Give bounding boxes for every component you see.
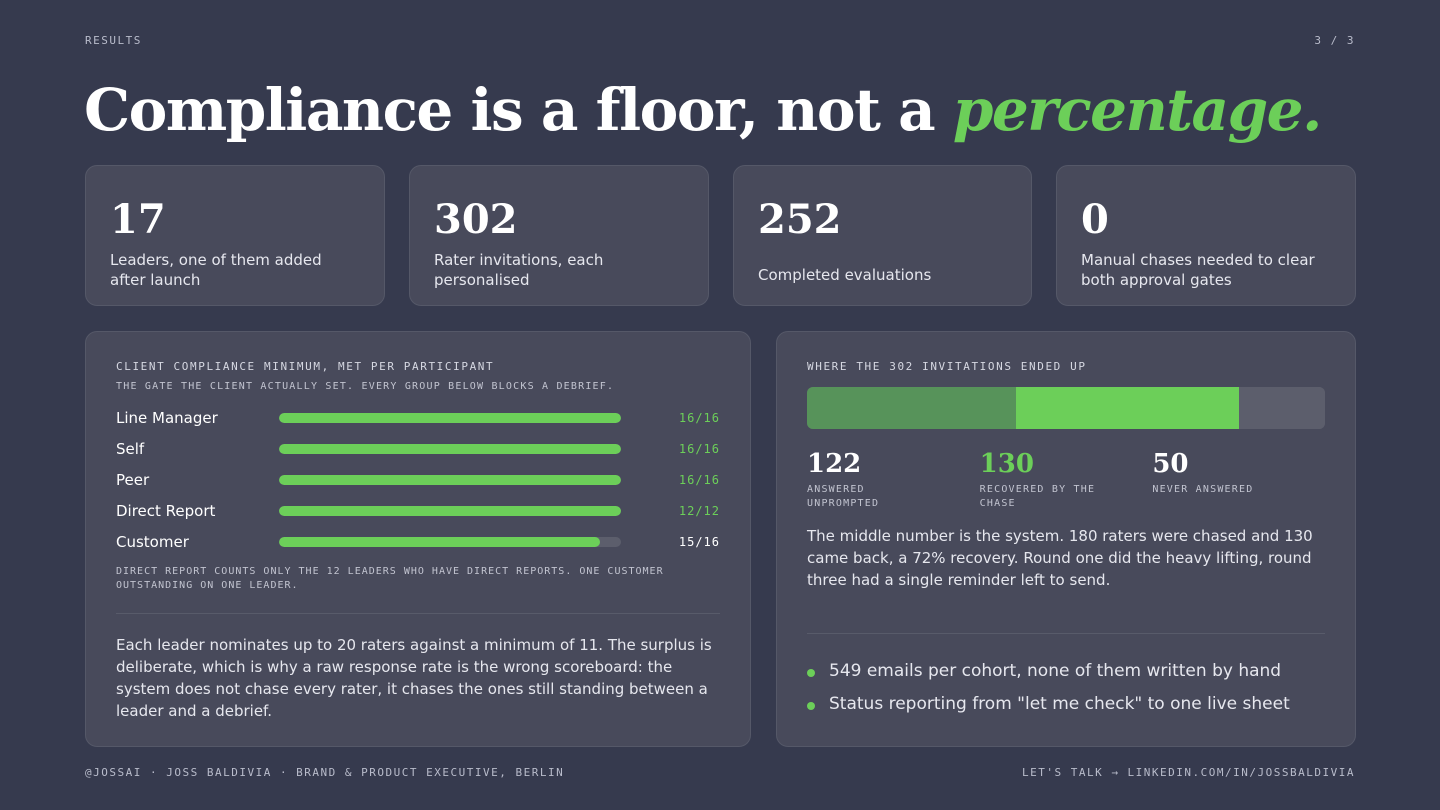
- compliance-row: Peer 16/16: [116, 464, 720, 495]
- segment-label: NEVER ANSWERED: [1152, 484, 1254, 495]
- compliance-row: Customer 15/16: [116, 526, 720, 557]
- segment-answered-bar: [807, 387, 1017, 429]
- invitations-paragraph: The middle number is the system. 180 rat…: [807, 527, 1313, 589]
- progress-fill: [279, 536, 600, 547]
- segment-value: 130: [979, 449, 1034, 479]
- compliance-title: CLIENT COMPLIANCE MINIMUM, MET PER PARTI…: [116, 360, 495, 373]
- bullet-dot-icon: [807, 701, 815, 710]
- segment-label: ANSWERED UNPROMPTED: [807, 484, 880, 509]
- row-value: 16/16: [678, 410, 720, 425]
- progress-track: [279, 536, 621, 547]
- progress-fill: [279, 505, 621, 516]
- row-value: 16/16: [678, 472, 720, 487]
- compliance-panel: CLIENT COMPLIANCE MINIMUM, MET PER PARTI…: [85, 331, 751, 747]
- stat-card-leaders: 17 Leaders, one of them added after laun…: [85, 165, 385, 306]
- row-label: Direct Report: [116, 501, 216, 520]
- stat-value: 0: [1081, 196, 1109, 243]
- page-title: Compliance is a floor, not a percentage.: [84, 74, 1322, 146]
- stat-cards: 17 Leaders, one of them added after laun…: [85, 165, 1356, 306]
- bullet-item: Status reporting from "let me check" to …: [807, 687, 1290, 720]
- compliance-row: Line Manager 16/16: [116, 402, 720, 433]
- title-accent: percentage.: [952, 76, 1322, 144]
- divider: [116, 613, 720, 614]
- stat-card-manual-chases: 0 Manual chases needed to clear both app…: [1056, 165, 1356, 306]
- bullet-dot-icon: [807, 668, 815, 677]
- stat-label: Leaders, one of them added after launch: [110, 251, 322, 289]
- footer-contact-link[interactable]: LET'S TALK → LINKEDIN.COM/IN/JOSSBALDIVI…: [1021, 766, 1355, 779]
- invitations-breakdown: 122 ANSWERED UNPROMPTED 130 RECOVERED BY…: [807, 449, 1325, 511]
- segment-recovered-bar: [1016, 387, 1240, 429]
- progress-track: [279, 443, 621, 454]
- stat-value: 302: [434, 196, 518, 243]
- segment-never-bar: [1239, 387, 1325, 429]
- bullet-list: 549 emails per cohort, none of them writ…: [807, 654, 1290, 720]
- segment-value: 122: [807, 449, 862, 479]
- stat-label: Completed evaluations: [758, 266, 932, 284]
- progress-fill: [279, 443, 621, 454]
- stat-value: 17: [110, 196, 166, 243]
- segment-recovered: 130 RECOVERED BY THE CHASE: [980, 449, 1153, 511]
- row-label: Line Manager: [116, 408, 218, 427]
- progress-track: [279, 505, 621, 516]
- segment-value: 50: [1152, 449, 1189, 479]
- row-label: Customer: [116, 532, 189, 551]
- title-main: Compliance is a floor, not a: [84, 76, 953, 144]
- stat-card-invitations: 302 Rater invitations, each personalised: [409, 165, 709, 306]
- divider: [807, 633, 1325, 634]
- invitations-panel: WHERE THE 302 INVITATIONS ENDED UP 122 A…: [776, 331, 1356, 747]
- row-value: 15/16: [678, 534, 720, 549]
- compliance-footnote: DIRECT REPORT COUNTS ONLY THE 12 LEADERS…: [116, 566, 664, 591]
- bullet-text: 549 emails per cohort, none of them writ…: [829, 660, 1282, 681]
- row-value: 16/16: [678, 441, 720, 456]
- progress-track: [279, 412, 621, 423]
- compliance-subtitle: THE GATE THE CLIENT ACTUALLY SET. EVERY …: [116, 381, 615, 392]
- stat-card-evaluations: 252 Completed evaluations: [733, 165, 1032, 306]
- progress-fill: [279, 412, 621, 423]
- compliance-row: Self 16/16: [116, 433, 720, 464]
- segment-never: 50 NEVER ANSWERED: [1152, 449, 1325, 511]
- section-label: RESULTS: [85, 34, 142, 47]
- row-label: Self: [116, 439, 145, 458]
- footer-credit: @JOSSAI · JOSS BALDIVIA · BRAND & PRODUC…: [85, 766, 565, 779]
- stat-label: Rater invitations, each personalised: [434, 251, 604, 289]
- bullet-text: Status reporting from "let me check" to …: [829, 693, 1290, 714]
- bullet-item: 549 emails per cohort, none of them writ…: [807, 654, 1290, 687]
- invitations-title: WHERE THE 302 INVITATIONS ENDED UP: [807, 360, 1087, 373]
- row-value: 12/12: [678, 503, 720, 518]
- compliance-rows: Line Manager 16/16 Self 16/16 Peer 16/16 Direc…: [116, 402, 720, 557]
- compliance-paragraph: Each leader nominates up to 20 raters ag…: [116, 636, 712, 720]
- segment-answered: 122 ANSWERED UNPROMPTED: [807, 449, 980, 511]
- progress-track: [279, 474, 621, 485]
- row-label: Peer: [116, 470, 150, 489]
- invitations-stacked-bar: [807, 387, 1325, 429]
- stat-label: Manual chases needed to clear both appro…: [1081, 251, 1315, 289]
- compliance-row: Direct Report 12/12: [116, 495, 720, 526]
- page-number: 3 / 3: [1314, 34, 1355, 47]
- stat-value: 252: [758, 196, 842, 243]
- segment-label: RECOVERED BY THE CHASE: [979, 484, 1096, 509]
- progress-fill: [279, 474, 621, 485]
